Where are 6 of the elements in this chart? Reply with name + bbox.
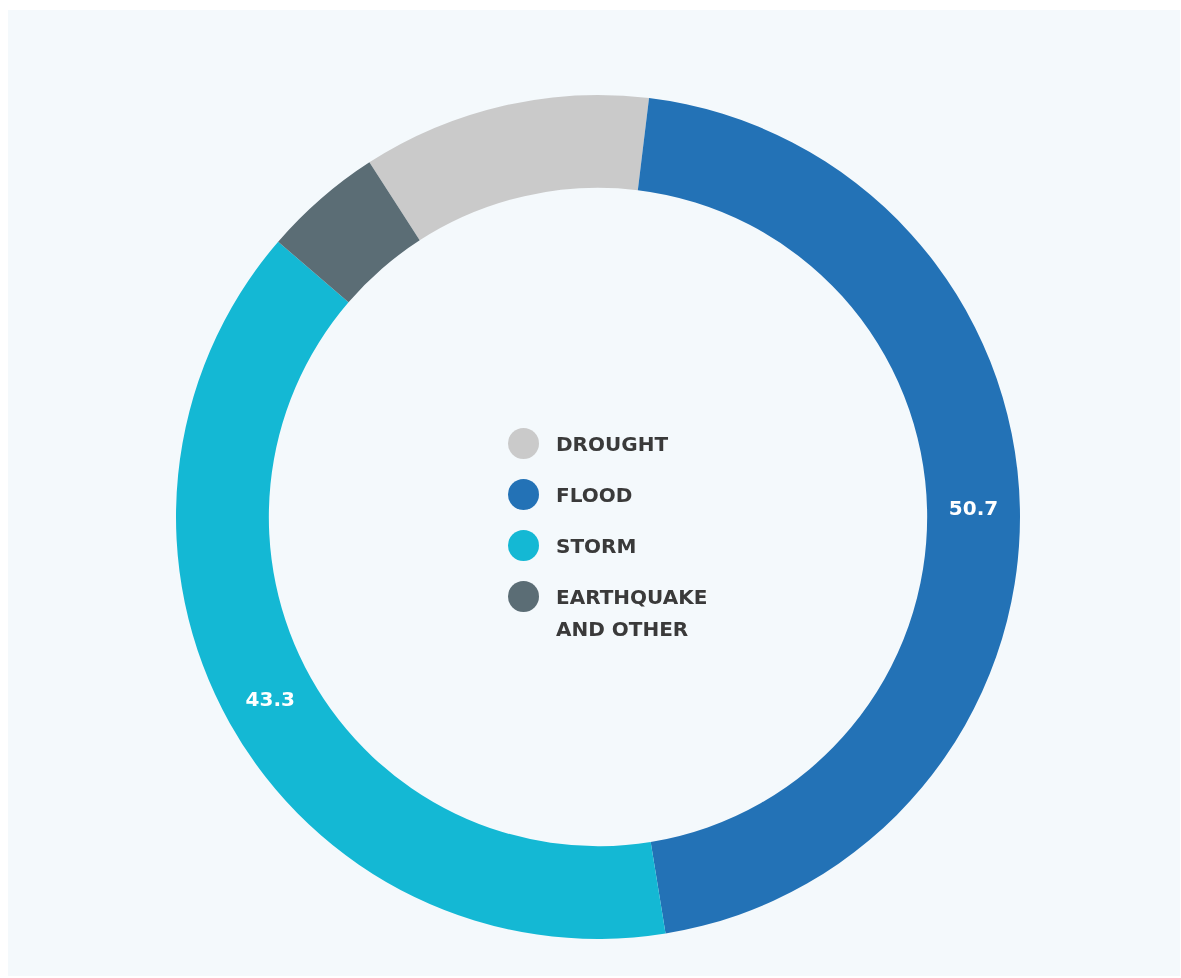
legend-label: FLOOD: [556, 482, 633, 509]
legend-label: DROUGHT: [556, 431, 669, 458]
legend-label: EARTHQUAKE AND OTHER: [556, 584, 709, 643]
legend-label: STORM: [556, 533, 637, 560]
data-label: 50.7: [948, 495, 999, 520]
data-label: 43.3: [245, 686, 295, 711]
